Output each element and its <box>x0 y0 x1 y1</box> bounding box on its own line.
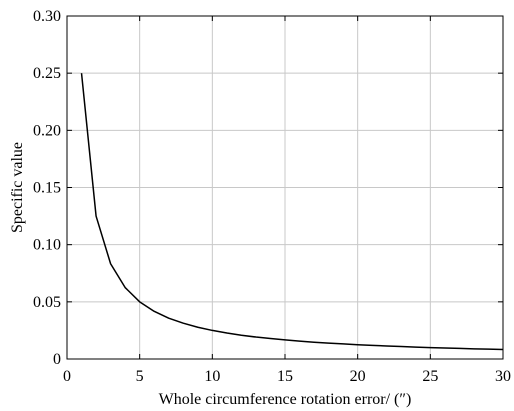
y-tick-label: 0.30 <box>33 8 61 25</box>
x-tick-label: 25 <box>422 368 438 385</box>
x-axis-label: Whole circumference rotation error/ (″) <box>159 391 412 408</box>
series-line <box>80 73 504 351</box>
x-tick-label: 5 <box>136 368 144 385</box>
x-tick-label: 0 <box>63 368 71 385</box>
y-axis: 0 0.05 0.10 0.15 0.20 0.25 0.30 <box>33 8 503 368</box>
x-tick-label: 10 <box>204 368 220 385</box>
x-tick-label: 30 <box>495 368 511 385</box>
x-tick-label: 20 <box>350 368 366 385</box>
y-tick-label: 0.20 <box>33 122 61 139</box>
series-lines <box>80 73 504 351</box>
y-tick-label: 0.15 <box>33 180 61 197</box>
x-axis: 0 5 10 15 20 25 30 <box>63 16 511 385</box>
grid <box>67 16 503 359</box>
x-tick-label: 15 <box>277 368 293 385</box>
y-tick-label: 0.25 <box>33 65 61 82</box>
y-axis-label: Specific value <box>9 142 26 233</box>
y-tick-label: 0 <box>53 351 61 368</box>
y-tick-label: 0.10 <box>33 237 61 254</box>
y-tick-label: 0.05 <box>33 294 61 311</box>
